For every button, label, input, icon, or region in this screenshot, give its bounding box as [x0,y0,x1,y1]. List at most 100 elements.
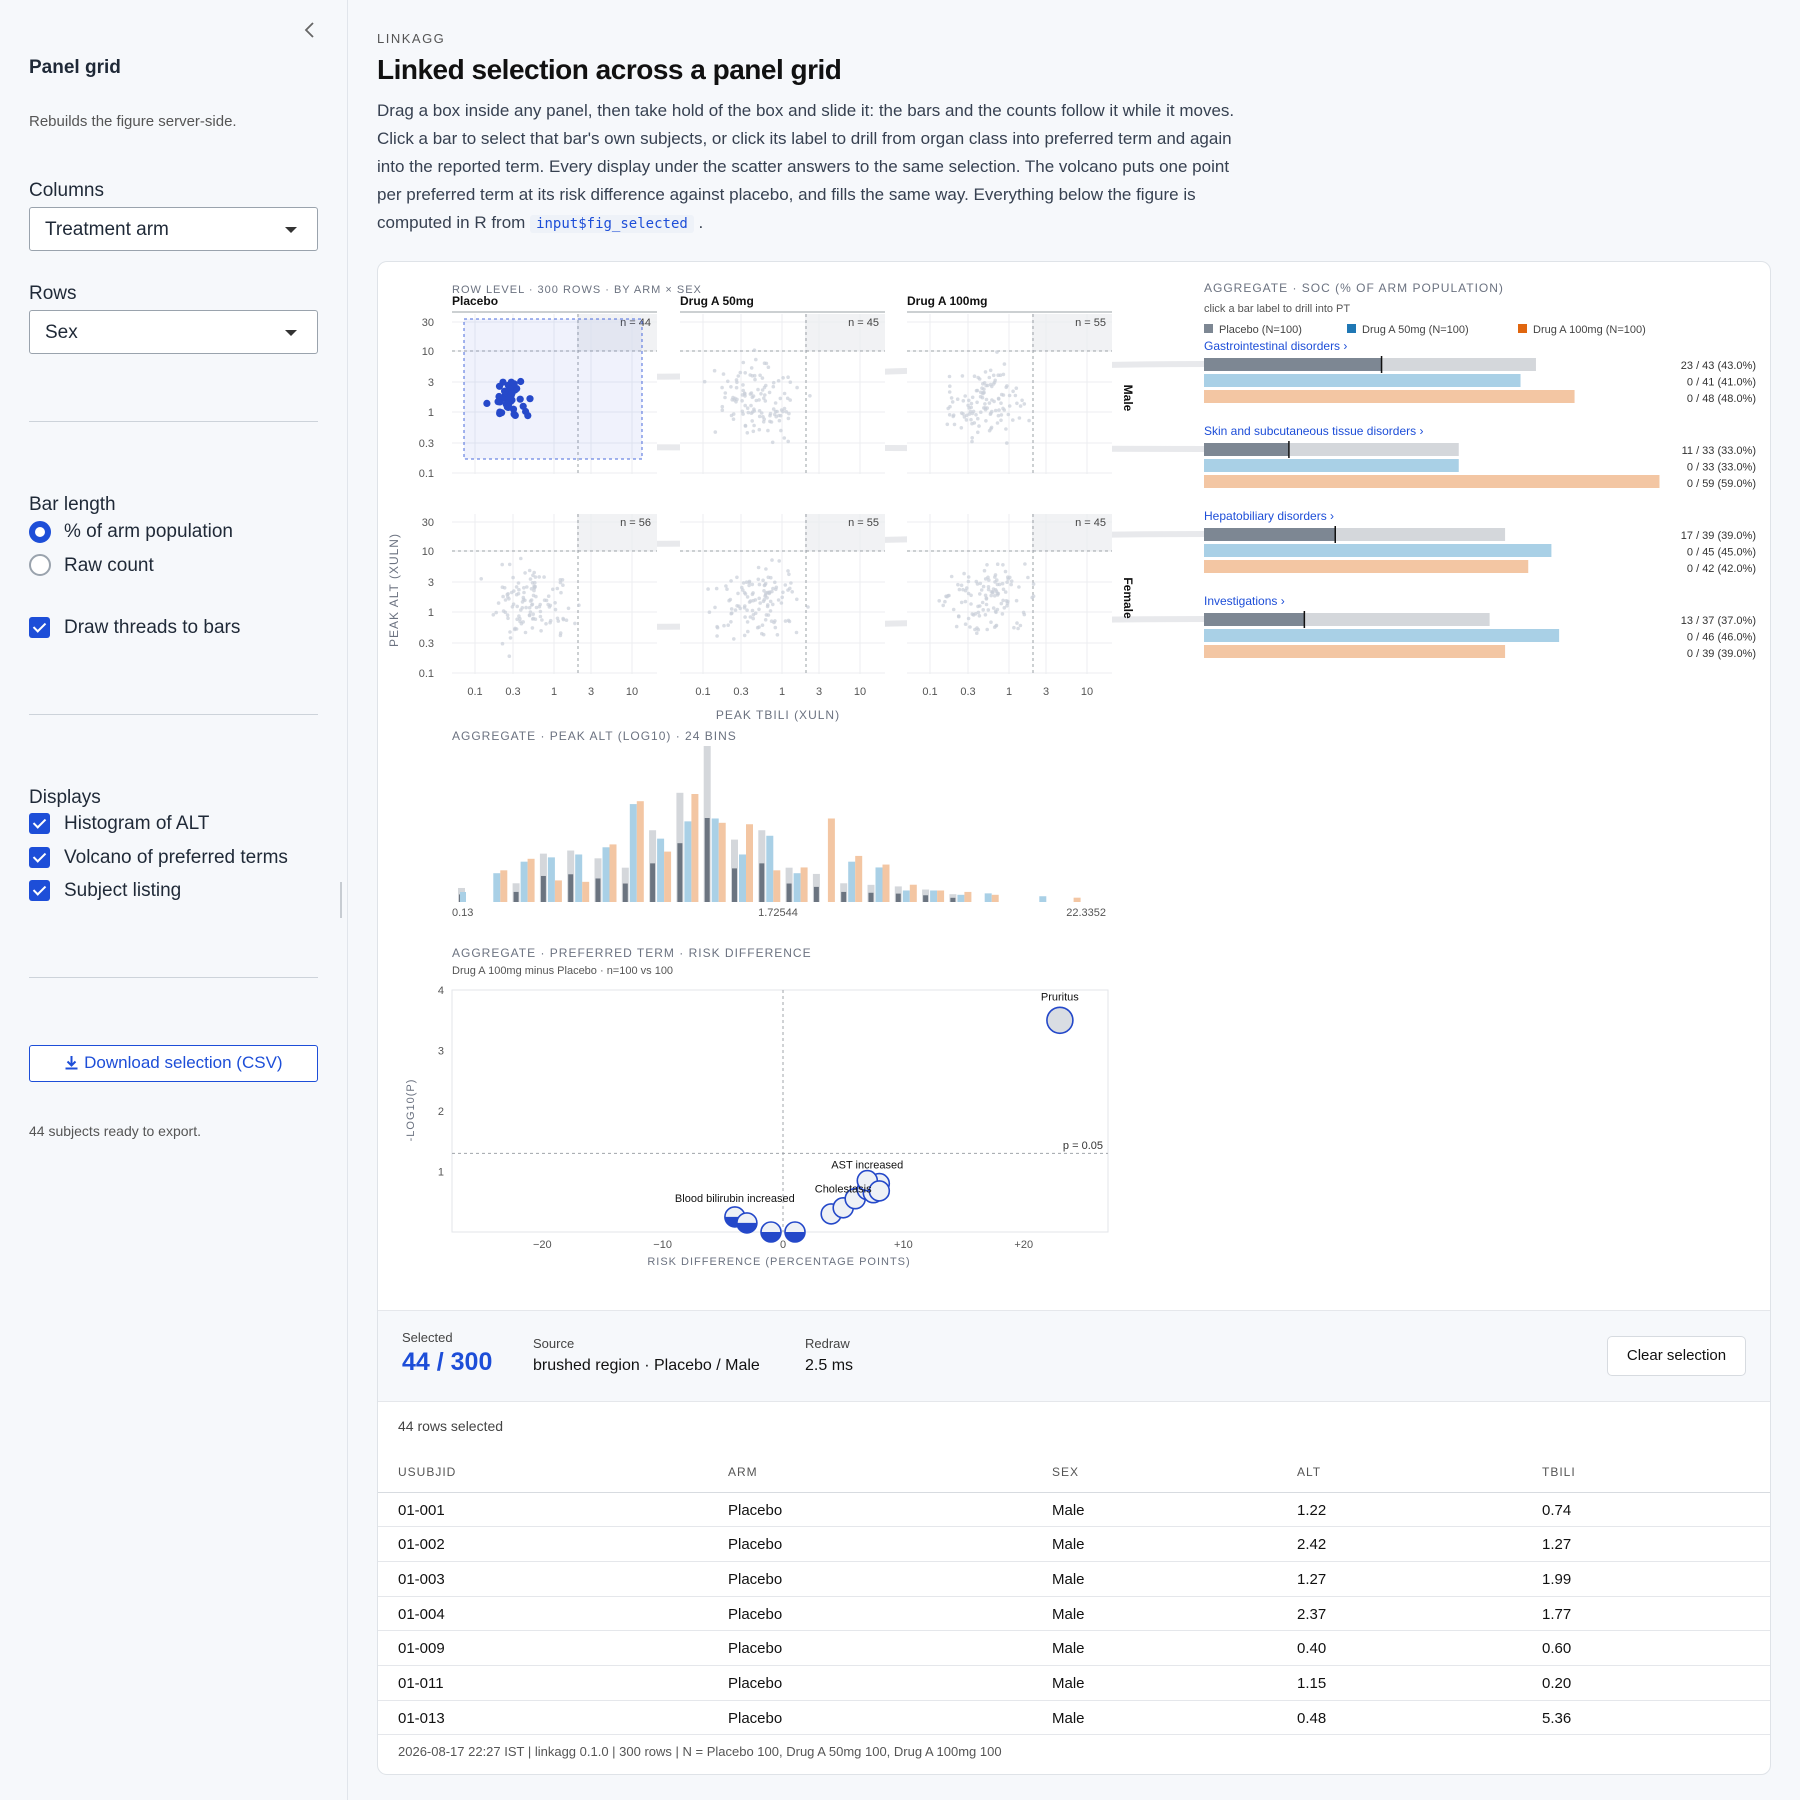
column-header[interactable]: ALT [1297,1465,1322,1479]
scatter-point [976,604,980,609]
scatter-point [995,562,1000,566]
hist-bar-selected [732,868,737,902]
hist-bar-selected [595,878,601,902]
table-row[interactable]: 01-004 Placebo Male 2.37 1.77 [378,1596,1770,1631]
columns-select[interactable]: Treatment arm [29,207,318,251]
scatter-point [745,431,750,435]
scatter-point [974,413,978,417]
scatter-point [981,382,985,386]
hys-law-quadrant [805,514,885,551]
volcano-caption: AGGREGATE · PREFERRED TERM · RISK DIFFER… [452,946,812,960]
column-header[interactable]: USUBJID [398,1465,457,1479]
hist-bar-drug100 [882,864,890,902]
panel-count: n = 45 [1075,517,1106,529]
histogram-checkbox[interactable] [29,813,50,834]
listing-count: 44 rows selected [398,1418,504,1434]
hist-bar-drug50 [902,890,910,902]
column-header[interactable]: ARM [728,1465,758,1479]
table-cell: 01-004 [398,1605,445,1623]
radio-raw-count[interactable] [29,554,51,576]
redraw-label: Redraw [805,1336,850,1351]
scatter-point [758,601,762,605]
scatter-point [975,631,979,635]
x-axis-label: PEAK TBILI (XULN) [716,708,840,722]
scatter-point [495,382,504,390]
scatter-point [985,627,989,632]
soc-count: 0 / 45 (45.0%) [1687,547,1756,559]
table-row[interactable]: 01-002 Placebo Male 2.42 1.27 [378,1527,1770,1562]
clear-selection-button[interactable]: Clear selection [1607,1336,1746,1376]
scatter-point [740,409,745,414]
scatter-point [510,410,518,418]
column-header[interactable]: TBILI [1542,1465,1576,1479]
rows-select[interactable]: Sex [29,310,318,354]
table-cell: Placebo [728,1570,783,1588]
scatter-point [786,569,790,573]
hist-bar-drug50 [520,861,528,902]
download-button[interactable]: Download selection (CSV) [29,1045,318,1082]
soc-bars: Gastrointestinal disorders › 23 / 43 (43.… [1204,339,1756,660]
scatter-point [764,591,768,595]
volcano-x-tick: +10 [894,1239,913,1251]
scatter-point [781,409,785,414]
table-cell: 0.40 [1297,1640,1327,1658]
scatter-point [524,605,528,610]
scatter-point [947,374,952,379]
scatter-point [759,411,764,415]
listing-label: Subject listing [64,880,182,901]
hist-bar-drug50 [957,894,965,902]
volcano-point [868,1180,891,1202]
scatter-point [577,603,581,607]
table-row[interactable]: 01-013 Placebo Male 0.48 5.36 [378,1700,1770,1735]
table-row[interactable]: 01-011 Placebo Male 1.15 0.20 [378,1665,1770,1701]
scatter-point [743,392,747,396]
scatter-point [790,590,794,594]
table-row[interactable]: 01-009 Placebo Male 0.40 0.60 [378,1631,1770,1666]
scatter-point [556,619,561,623]
table-row[interactable]: 01-001 Placebo Male 1.22 0.74 [378,1492,1770,1527]
scatter-point [795,385,799,390]
table-cell: 0.20 [1542,1674,1572,1692]
scatter-point [501,387,509,395]
x-tick-label: 3 [816,686,822,698]
table-row[interactable]: 01-003 Placebo Male 1.27 1.99 [378,1561,1770,1597]
scatter-point [779,601,784,605]
scatter-point [975,400,979,405]
soc-count: 17 / 39 (39.0%) [1681,530,1756,542]
scatter-point [539,629,543,633]
scatter-point [553,601,557,605]
column-label: Drug A 50mg [680,294,754,308]
volcano-point-fill [761,1232,781,1242]
scatter-point [988,368,993,373]
resize-handle[interactable] [340,882,342,918]
scatter-point [756,577,761,582]
scatter-point [762,597,767,602]
threads-checkbox[interactable] [29,617,50,638]
column-header[interactable]: SEX [1052,1465,1080,1479]
radio-pct-arm[interactable] [29,521,51,543]
volcano-checkbox[interactable] [29,847,50,868]
listing-checkbox[interactable] [29,880,50,901]
scatter-point [768,590,772,594]
scatter-point [728,597,733,602]
volcano-y-tick: 2 [438,1106,444,1118]
page-description: Drag a box inside any panel, then take h… [377,97,1237,238]
hist-bar-drug50 [739,854,746,902]
scatter-point [1018,404,1023,408]
scatter-point [513,627,517,632]
y-tick-label: 10 [422,546,434,558]
scatter-point [706,587,710,591]
scatter-point [947,390,952,394]
chevron-left-icon[interactable] [302,20,318,40]
scatter-point [561,583,565,587]
hist-bar-drug50 [711,818,719,902]
scatter-point [553,607,558,612]
scatter-point [546,594,551,598]
scatter-point [530,602,535,607]
scatter-point [979,410,983,414]
hist-bar-drug50 [460,892,466,902]
scatter-point [995,607,1000,612]
scatter-point [743,592,748,596]
scatter-point [1005,384,1009,388]
scatter-point [776,379,781,383]
